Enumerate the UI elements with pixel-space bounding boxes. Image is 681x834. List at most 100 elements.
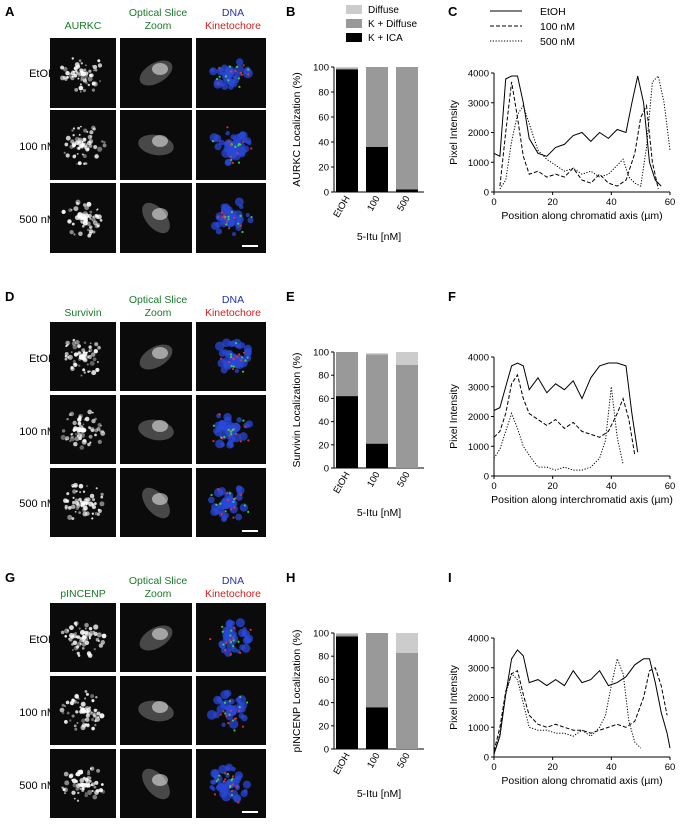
micrograph-zoom: [120, 676, 192, 745]
chromosome-spot: [100, 495, 104, 499]
row-label-etoh: EtOH: [29, 634, 56, 646]
micrograph-merge: [196, 676, 266, 745]
chromosome-spot: [82, 438, 87, 443]
chromosome-spot: [74, 88, 79, 92]
kinetochore-dot: [240, 359, 243, 362]
chromosome-spot: [96, 512, 101, 516]
x-tick-label: 40: [606, 481, 617, 492]
chromosome-spot: [76, 152, 79, 155]
chromosome-spot: [85, 143, 88, 146]
bar-segment: [366, 354, 388, 444]
kinetochore-dot: [242, 140, 245, 143]
kinetochore-dot: [238, 85, 241, 88]
y-tick-label: 0: [484, 188, 489, 199]
y-tick-label: 100: [313, 348, 329, 359]
kinetochore-dot: [237, 640, 240, 643]
micrograph-zoom-image: [138, 700, 174, 722]
zoom-label-line2: Zoom: [144, 307, 172, 319]
chromosome-spot: [70, 436, 75, 442]
chromosome-spot: [94, 154, 99, 159]
y-tick-label: 1000: [468, 723, 489, 734]
chromosome-spot: [71, 432, 74, 436]
dna-blob: [217, 358, 227, 368]
x-axis-label: 5-Itu [nM]: [357, 231, 401, 243]
chromosome-spot: [84, 77, 87, 80]
y-tick-label: 20: [318, 440, 329, 451]
x-tick-label: EtOH: [331, 751, 352, 777]
dna-blob: [241, 643, 251, 653]
chromosome-spot: [94, 723, 97, 727]
chromosome-spot: [87, 76, 93, 82]
chromosome-spot: [91, 505, 96, 510]
chromosome-spot: [77, 146, 81, 150]
kinetochore-dot: [229, 784, 232, 788]
kinetochore-label: Kinetochore: [204, 588, 262, 600]
chromosome-spot: [81, 153, 84, 156]
y-axis-label: Pixel Intensity: [448, 99, 460, 165]
chromosome-spot: [88, 635, 91, 638]
chromosome-spot: [72, 500, 76, 505]
kinetochore-dot: [225, 220, 229, 223]
chromosome-spot: [96, 632, 102, 638]
chromosome-spot: [77, 126, 81, 130]
stain-label: Survivin: [64, 307, 102, 319]
chromosome-spot: [74, 498, 79, 503]
zoom-label-line2: Zoom: [144, 588, 172, 600]
dna-blob: [217, 487, 227, 496]
y-tick-label: 40: [318, 138, 329, 149]
chromosome-spot: [63, 498, 68, 503]
chromosome-spot: [75, 70, 79, 74]
kinetochore-dot: [221, 625, 224, 628]
chromosome-spot: [69, 411, 75, 417]
chromosome-spot: [95, 637, 100, 642]
dna-blob: [242, 68, 253, 79]
dna-blob: [235, 141, 245, 151]
chromosome-spot: [70, 366, 74, 370]
bar-segment: [396, 189, 418, 192]
row-label-etoh: EtOH: [29, 353, 56, 365]
micrograph-stain: [50, 183, 116, 253]
y-tick-label: 4000: [468, 353, 489, 364]
dna-blob: [220, 442, 225, 448]
chromosome-spot: [98, 788, 104, 793]
chromosome-spot: [97, 423, 102, 427]
chromosome-spot: [79, 445, 85, 450]
kinetochore-dot: [227, 227, 231, 230]
micrograph-stain-image: [63, 125, 107, 166]
chromosome-spot: [66, 355, 70, 359]
chromosome-spot: [64, 506, 68, 510]
chromosome-spot: [89, 210, 93, 214]
chromosome-spot: [73, 441, 78, 447]
micrograph-stain-image: [60, 57, 103, 93]
chromosome-spot: [72, 633, 75, 635]
chromosome-spot: [88, 139, 94, 144]
chromosome-spot: [67, 354, 73, 360]
chromosome-spot: [72, 489, 77, 494]
chromosome-spot: [78, 627, 81, 630]
chromosome-spot: [72, 496, 75, 499]
chromosome-spot: [68, 637, 73, 642]
chromosome-spot: [85, 710, 90, 714]
kinetochore-dot: [210, 493, 213, 497]
x-tick-label: EtOH: [331, 470, 352, 496]
chromosome-spot: [75, 783, 81, 789]
chromosome-spot: [64, 351, 69, 356]
kinetochore-dot: [232, 645, 235, 648]
chromosome-spot: [85, 777, 89, 782]
chromosome-spot: [80, 701, 86, 707]
chromosome-spot: [94, 716, 101, 722]
dna-blob: [216, 424, 225, 433]
chromosome-spot: [84, 792, 87, 795]
chromosome-spot: [91, 503, 95, 506]
micrograph-stain-image: [61, 766, 105, 802]
chromosome-spot: [82, 368, 86, 372]
x-axis-label: 5-Itu [nM]: [357, 507, 401, 519]
chromosome-spot: [93, 349, 98, 354]
micrograph-stain-image: [59, 690, 105, 731]
micrograph-zoom-image: [139, 344, 173, 370]
dna-label: DNA: [221, 7, 245, 19]
chromosome-spot: [91, 88, 96, 92]
chromosome-spot: [72, 134, 75, 137]
kinetochore-dot: [247, 510, 250, 514]
chromosome-spot: [91, 418, 96, 424]
